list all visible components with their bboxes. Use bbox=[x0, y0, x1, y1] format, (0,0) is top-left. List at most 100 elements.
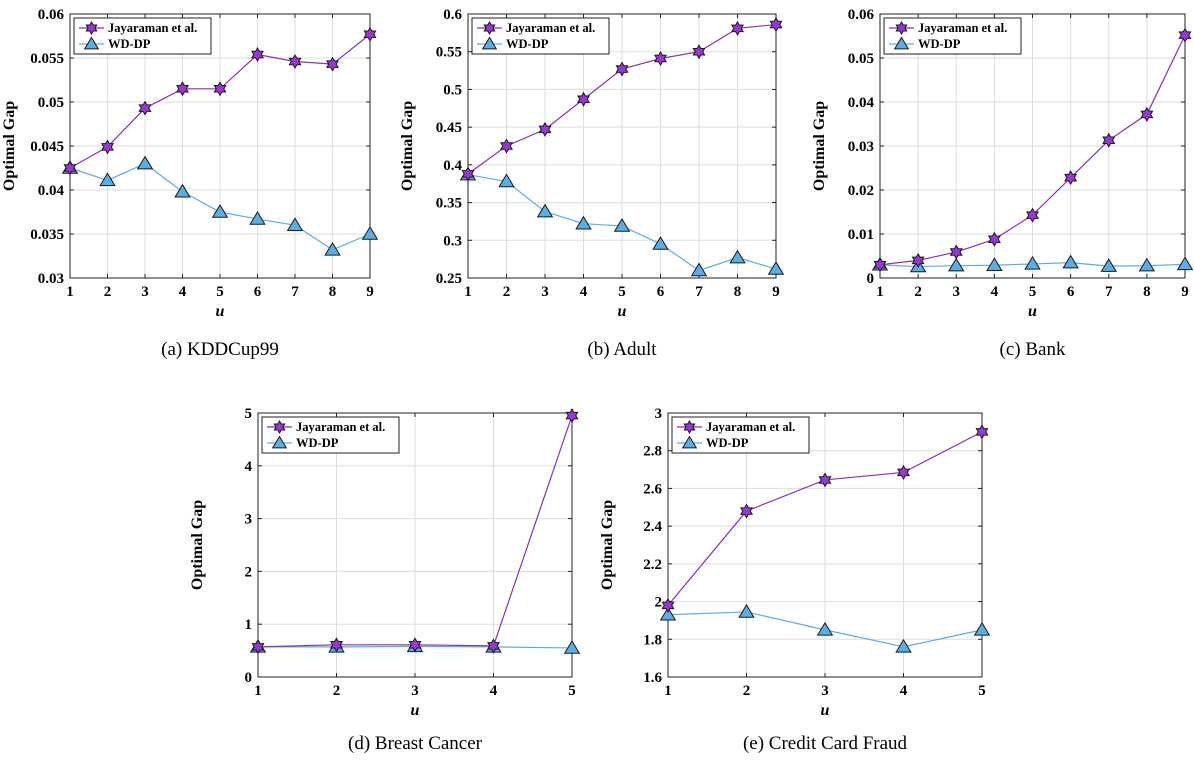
y-axis-title: Optimal Gap bbox=[1, 101, 18, 191]
x-tick-label: 9 bbox=[366, 284, 374, 300]
data-point-wd-dp bbox=[767, 260, 785, 275]
x-tick-label: 9 bbox=[772, 284, 780, 300]
data-point-jayaraman bbox=[873, 257, 887, 273]
data-point-jayaraman bbox=[213, 81, 227, 97]
y-tick-label: 5 bbox=[245, 406, 253, 422]
y-tick-label: 3 bbox=[245, 512, 253, 528]
data-point-jayaraman bbox=[1140, 106, 1154, 122]
x-tick-label: 1 bbox=[664, 683, 672, 699]
legend-label-wd-dp: WD-DP bbox=[918, 37, 961, 51]
y-tick-label: 0.01 bbox=[848, 227, 874, 243]
data-point-wd-dp bbox=[324, 241, 341, 256]
x-tick-label: 8 bbox=[329, 284, 337, 300]
x-axis-title: u bbox=[821, 702, 830, 719]
data-point-jayaraman bbox=[911, 252, 925, 268]
data-point-wd-dp bbox=[249, 211, 266, 225]
legend-marker-wd-dp bbox=[83, 36, 100, 50]
x-tick-label: 4 bbox=[991, 284, 999, 300]
data-point-jayaraman bbox=[138, 100, 152, 116]
data-point-jayaraman bbox=[101, 139, 114, 155]
y-tick-label: 0.055 bbox=[30, 51, 64, 67]
y-tick-label: 0 bbox=[867, 271, 875, 287]
x-tick-label: 4 bbox=[179, 284, 187, 300]
legend-marker-wd-dp bbox=[481, 36, 498, 50]
data-point-wd-dp bbox=[986, 257, 1003, 271]
x-tick-label: 3 bbox=[953, 284, 961, 300]
data-point-jayaraman bbox=[615, 61, 629, 77]
data-point-jayaraman bbox=[1102, 132, 1116, 148]
data-point-jayaraman bbox=[251, 46, 264, 62]
panel-caption: (d) Breast Cancer bbox=[348, 733, 483, 754]
y-tick-label: 0.05 bbox=[848, 51, 874, 67]
data-point-wd-dp bbox=[563, 639, 581, 654]
x-axis-title: u bbox=[618, 303, 627, 320]
y-tick-label: 0.045 bbox=[30, 139, 64, 155]
data-point-wd-dp bbox=[659, 606, 677, 621]
chart-panel-3: 1 2 3 4 5 6 7 8 9 0 0.01 0.02 0.03 0.04 0.05 0.06 u Optim… bbox=[811, 7, 1194, 360]
x-tick-label: 2 bbox=[104, 284, 112, 300]
x-tick-label: 3 bbox=[411, 683, 419, 699]
data-point-jayaraman bbox=[769, 17, 783, 33]
legend-label-jayaraman: Jayaraman et al. bbox=[506, 21, 595, 35]
x-tick-label: 5 bbox=[216, 284, 224, 300]
legend-marker-wd-dp bbox=[893, 36, 910, 50]
panel-caption: (e) Credit Card Fraud bbox=[743, 733, 908, 754]
data-point-wd-dp bbox=[1024, 255, 1041, 270]
data-point-jayaraman bbox=[987, 231, 1001, 247]
legend: Jayaraman et al. WD-DP bbox=[671, 416, 810, 454]
x-tick-label: 5 bbox=[1029, 284, 1037, 300]
legend-label-jayaraman: Jayaraman et al. bbox=[108, 21, 197, 35]
legend-marker-jayaraman bbox=[683, 420, 696, 434]
data-point-wd-dp bbox=[613, 217, 631, 232]
data-point-wd-dp bbox=[738, 603, 755, 618]
data-point-jayaraman bbox=[288, 54, 302, 70]
y-tick-label: 0.02 bbox=[848, 183, 874, 199]
x-tick-label: 2 bbox=[333, 683, 341, 699]
data-point-wd-dp bbox=[1176, 256, 1194, 271]
data-point-wd-dp bbox=[99, 172, 116, 187]
legend: Jayaraman et al. WD-DP bbox=[261, 416, 400, 454]
data-point-wd-dp bbox=[286, 217, 304, 231]
y-tick-label: 0.45 bbox=[436, 120, 462, 136]
data-point-jayaraman bbox=[461, 166, 475, 182]
data-point-wd-dp bbox=[1062, 254, 1079, 269]
x-axis-title: u bbox=[216, 303, 225, 320]
legend-label-wd-dp: WD-DP bbox=[706, 436, 749, 450]
data-point-wd-dp bbox=[136, 155, 154, 170]
x-tick-label: 4 bbox=[900, 683, 908, 699]
data-point-jayaraman bbox=[1178, 27, 1192, 43]
y-tick-label: 0.03 bbox=[38, 271, 64, 287]
data-point-wd-dp bbox=[690, 262, 708, 277]
data-point-jayaraman bbox=[363, 26, 377, 42]
y-tick-label: 0.4 bbox=[443, 158, 462, 174]
y-tick-label: 1.6 bbox=[643, 670, 662, 686]
y-tick-label: 0.25 bbox=[436, 271, 462, 287]
data-point-wd-dp bbox=[211, 204, 229, 218]
data-point-jayaraman bbox=[692, 44, 706, 60]
y-axis-title: Optimal Gap bbox=[599, 500, 616, 590]
y-tick-label: 0.6 bbox=[443, 7, 462, 23]
x-tick-label: 2 bbox=[743, 683, 751, 699]
data-point-jayaraman bbox=[818, 472, 832, 488]
data-point-jayaraman bbox=[330, 637, 343, 653]
data-point-jayaraman bbox=[577, 91, 590, 107]
data-point-jayaraman bbox=[500, 138, 513, 154]
x-tick-label: 2 bbox=[914, 284, 922, 300]
y-tick-label: 0.03 bbox=[848, 139, 874, 155]
data-point-jayaraman bbox=[740, 503, 753, 519]
x-tick-label: 3 bbox=[541, 284, 549, 300]
data-point-jayaraman bbox=[538, 121, 552, 137]
data-point-jayaraman bbox=[731, 20, 744, 36]
y-tick-label: 0.035 bbox=[30, 227, 64, 243]
y-tick-label: 4 bbox=[245, 459, 253, 475]
y-tick-label: 0.06 bbox=[38, 7, 65, 23]
y-axis-title: Optimal Gap bbox=[189, 500, 206, 590]
y-tick-label: 2.6 bbox=[643, 481, 662, 497]
x-tick-label: 4 bbox=[580, 284, 588, 300]
legend-label-wd-dp: WD-DP bbox=[506, 37, 549, 51]
y-tick-label: 0.55 bbox=[436, 45, 462, 61]
x-tick-label: 3 bbox=[141, 284, 149, 300]
data-point-jayaraman bbox=[326, 56, 339, 72]
